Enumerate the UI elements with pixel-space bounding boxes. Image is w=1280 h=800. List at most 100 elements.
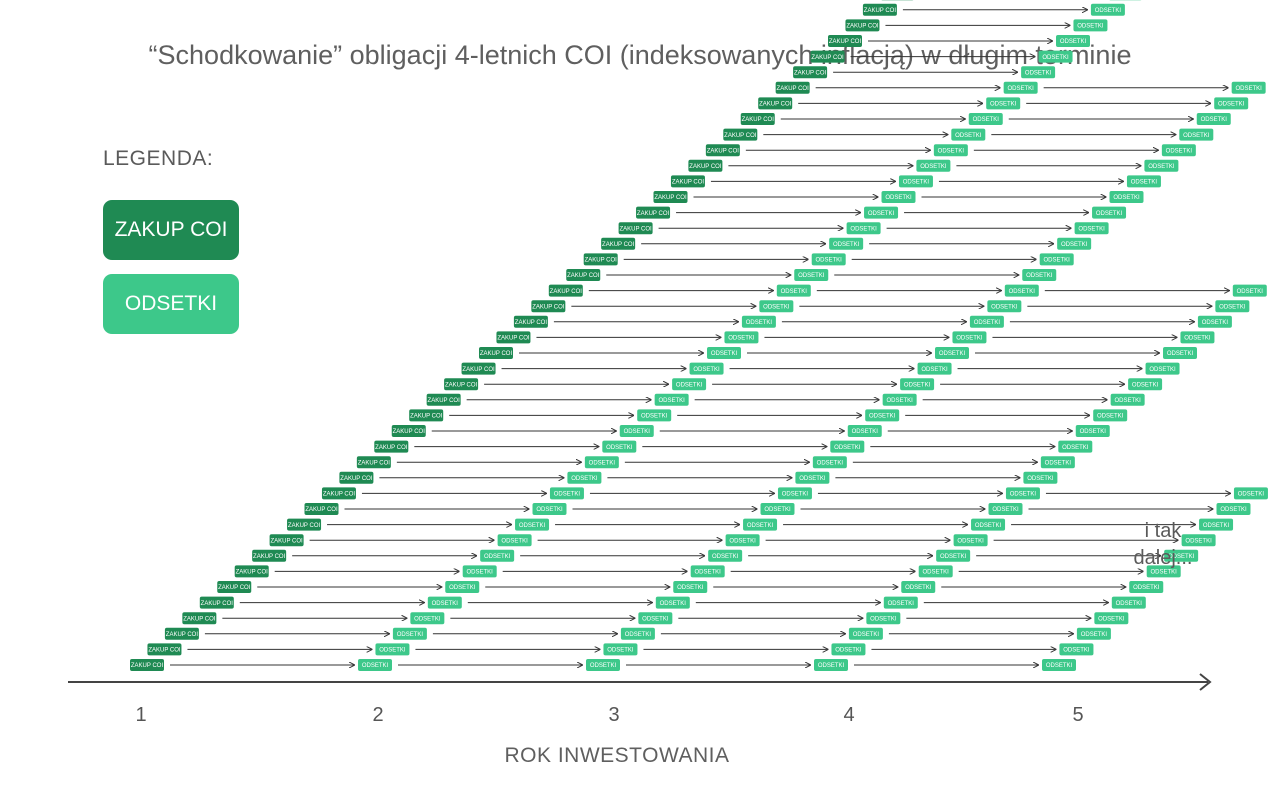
interest-label: ODSETKI	[1010, 492, 1037, 498]
interest-box	[1233, 487, 1268, 500]
interest-label: ODSETKI	[905, 585, 932, 591]
buy-coi-label: ZAKUP COI	[393, 429, 426, 435]
interest-label: ODSETKI	[362, 663, 389, 669]
buy-coi-label: ZAKUP COI	[166, 632, 199, 638]
buy-coi-label: ZAKUP COI	[864, 8, 897, 14]
buy-coi-label: ZAKUP COI	[375, 445, 408, 451]
buy-coi-label: ZAKUP COI	[550, 289, 583, 295]
interest-box	[935, 347, 969, 359]
interest-label: ODSETKI	[921, 367, 948, 373]
interest-label: ODSETKI	[1080, 429, 1107, 435]
interest-label: ODSETKI	[833, 242, 860, 248]
buy-coi-label: ZAKUP COI	[619, 226, 652, 232]
interest-box	[724, 331, 759, 344]
buy-coi-box	[252, 549, 287, 562]
x-axis-label: ROK INWESTOWANIA	[504, 744, 730, 767]
interest-box	[918, 565, 953, 578]
interest-label: ODSETKI	[852, 429, 879, 435]
interest-label: ODSETKI	[1062, 445, 1089, 451]
buy-coi-label: ZAKUP COI	[131, 663, 164, 669]
interest-box	[987, 300, 1022, 313]
interest-box	[603, 643, 638, 656]
interest-label: ODSETKI	[536, 507, 563, 513]
interest-label: ODSETKI	[501, 538, 528, 544]
interest-box	[901, 581, 936, 593]
interest-label: ODSETKI	[397, 632, 424, 638]
interest-label: ODSETKI	[940, 554, 967, 560]
interest-label: ODSETKI	[1201, 117, 1228, 123]
buy-coi-label: ZAKUP COI	[340, 476, 373, 482]
interest-box	[515, 518, 550, 531]
interest-label: ODSETKI	[888, 601, 915, 607]
buy-coi-box	[339, 471, 374, 484]
interest-label: ODSETKI	[1149, 367, 1176, 373]
interest-label: ODSETKI	[868, 211, 895, 217]
buy-coi-label: ZAKUP COI	[707, 148, 740, 154]
interest-box	[814, 659, 848, 671]
buy-coi-box	[828, 35, 862, 47]
interest-label: ODSETKI	[606, 445, 633, 451]
interest-box	[725, 534, 760, 547]
buy-coi-box	[426, 393, 461, 406]
interest-label: ODSETKI	[782, 492, 809, 498]
interest-label: ODSETKI	[1218, 102, 1245, 108]
interest-label: ODSETKI	[1133, 585, 1160, 591]
interest-label: ODSETKI	[1042, 55, 1069, 61]
interest-label: ODSETKI	[1184, 336, 1211, 342]
buy-coi-box	[723, 128, 758, 141]
buy-coi-box	[758, 97, 793, 110]
interest-label: ODSETKI	[747, 523, 774, 529]
interest-label: ODSETKI	[379, 648, 406, 654]
interest-box	[898, 175, 933, 188]
interest-box	[532, 503, 567, 515]
interest-box	[549, 487, 584, 500]
interest-label: ODSETKI	[695, 570, 722, 576]
interest-label: ODSETKI	[571, 476, 598, 482]
buy-coi-box	[130, 659, 164, 671]
buy-coi-label: ZAKUP COI	[515, 320, 548, 326]
interest-box	[584, 456, 619, 469]
interest-label: ODSETKI	[850, 226, 877, 232]
interest-box	[951, 128, 986, 141]
interest-label: ODSETKI	[642, 616, 669, 622]
note-line-1: i tak	[1144, 520, 1182, 542]
buy-coi-box	[618, 222, 653, 235]
interest-label: ODSETKI	[746, 320, 773, 326]
interest-box	[741, 315, 776, 328]
interest-label: ODSETKI	[1202, 320, 1229, 326]
interest-box	[1058, 440, 1093, 453]
interest-label: ODSETKI	[1081, 632, 1108, 638]
interest-box	[1021, 66, 1056, 79]
interest-label: ODSETKI	[1046, 663, 1073, 669]
interest-box	[689, 362, 724, 375]
buy-coi-label: ZAKUP COI	[846, 24, 879, 30]
interest-label: ODSETKI	[1116, 601, 1143, 607]
interest-label: ODSETKI	[955, 133, 982, 139]
interest-box	[1074, 222, 1109, 235]
interest-box	[655, 596, 690, 609]
buy-coi-box	[775, 81, 810, 94]
interest-box	[1092, 206, 1127, 219]
interest-box	[586, 659, 620, 671]
buy-coi-box	[199, 596, 234, 609]
interest-label: ODSETKI	[641, 414, 668, 420]
buy-coi-box	[164, 627, 199, 640]
interest-label: ODSETKI	[1077, 24, 1104, 30]
interest-label: ODSETKI	[414, 616, 441, 622]
interest-box	[1161, 144, 1196, 157]
interest-box	[829, 237, 864, 250]
interest-label: ODSETKI	[853, 632, 880, 638]
interest-box	[1145, 362, 1180, 375]
interest-box	[968, 113, 1003, 125]
interest-label: ODSETKI	[624, 429, 651, 435]
buy-coi-label: ZAKUP COI	[724, 133, 757, 139]
buy-coi-box	[444, 378, 479, 391]
x-axis-tick-4: 4	[843, 704, 854, 726]
interest-box	[933, 144, 968, 157]
interest-label: ODSETKI	[1219, 304, 1246, 310]
interest-box	[988, 503, 1023, 515]
buy-coi-box	[636, 206, 671, 219]
buy-coi-label: ZAKUP COI	[759, 102, 792, 108]
interest-label: ODSETKI	[781, 289, 808, 295]
interest-label: ODSETKI	[1185, 538, 1212, 544]
